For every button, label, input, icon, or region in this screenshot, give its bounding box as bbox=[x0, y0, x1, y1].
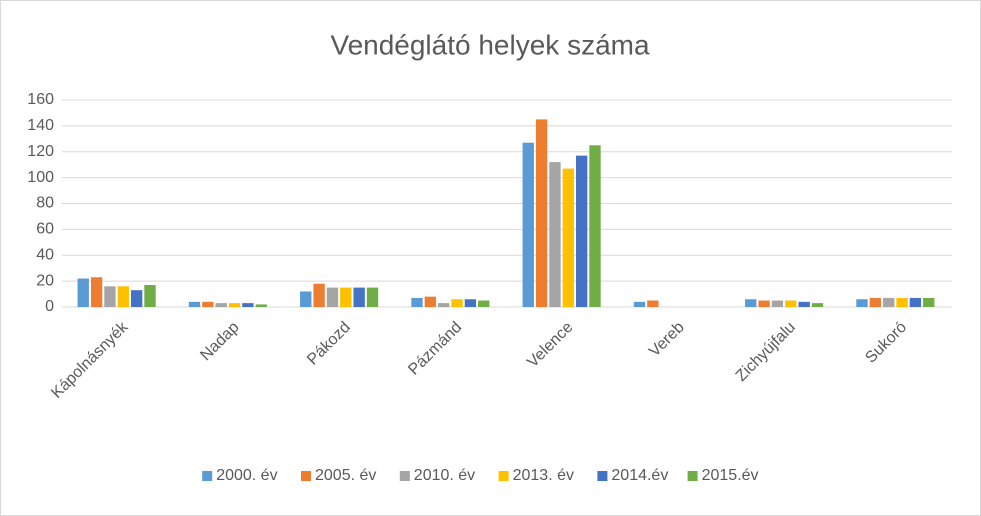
bar bbox=[464, 299, 477, 307]
legend-label: 2015.év bbox=[702, 467, 759, 484]
y-tick-label: 40 bbox=[36, 246, 54, 263]
y-tick-label: 80 bbox=[36, 195, 54, 212]
legend-label: 2013. év bbox=[513, 467, 574, 484]
bar bbox=[90, 277, 103, 307]
bar bbox=[478, 300, 490, 307]
bar bbox=[130, 290, 143, 307]
bar bbox=[228, 303, 241, 307]
bar bbox=[883, 297, 895, 307]
legend-swatch bbox=[687, 471, 698, 481]
bar bbox=[785, 300, 797, 307]
chart-title: Vendéglátó helyek száma bbox=[330, 29, 650, 60]
bar bbox=[745, 299, 757, 307]
legend-swatch bbox=[202, 471, 213, 481]
bar bbox=[522, 142, 534, 307]
bar bbox=[366, 287, 379, 307]
legend-swatch bbox=[597, 471, 608, 481]
y-tick-label: 100 bbox=[27, 169, 54, 186]
legend-label: 2010. év bbox=[414, 467, 475, 484]
bar bbox=[535, 119, 548, 307]
bar bbox=[202, 301, 214, 307]
legend-swatch bbox=[301, 471, 311, 481]
bar bbox=[424, 296, 437, 307]
bar bbox=[923, 297, 935, 307]
bar bbox=[856, 299, 868, 307]
bar bbox=[255, 304, 267, 307]
bar bbox=[633, 301, 646, 307]
bar bbox=[798, 301, 810, 307]
y-tick-label: 140 bbox=[27, 117, 54, 134]
bar bbox=[647, 300, 659, 307]
y-tick-label: 60 bbox=[36, 221, 54, 238]
bar bbox=[117, 286, 129, 307]
bar bbox=[896, 297, 908, 307]
bar bbox=[104, 286, 116, 307]
bar bbox=[188, 301, 201, 307]
y-tick-label: 120 bbox=[27, 143, 54, 160]
legend-swatch bbox=[399, 471, 410, 481]
bar bbox=[909, 297, 922, 307]
bar bbox=[771, 300, 784, 307]
bar bbox=[758, 300, 770, 307]
bar bbox=[811, 303, 824, 307]
bar bbox=[451, 299, 463, 307]
bar bbox=[438, 303, 450, 307]
bar bbox=[549, 162, 561, 307]
bar bbox=[411, 297, 423, 307]
bar bbox=[77, 278, 89, 307]
bar bbox=[353, 287, 365, 307]
bar bbox=[300, 291, 312, 307]
legend-label: 2000. év bbox=[216, 467, 277, 484]
y-tick-label: 160 bbox=[27, 91, 54, 108]
bar bbox=[562, 168, 574, 307]
bar bbox=[313, 283, 325, 307]
bar bbox=[340, 287, 352, 307]
bar bbox=[869, 297, 882, 307]
bar bbox=[589, 145, 601, 307]
y-tick-label: 0 bbox=[45, 298, 54, 315]
y-tick-label: 20 bbox=[36, 272, 54, 289]
legend-label: 2014.év bbox=[611, 467, 668, 484]
legend-label: 2005. év bbox=[315, 467, 376, 484]
bar bbox=[215, 303, 227, 307]
bar bbox=[144, 285, 156, 307]
bar bbox=[575, 155, 588, 307]
bar bbox=[326, 287, 339, 307]
legend-swatch bbox=[498, 471, 509, 481]
bar bbox=[242, 303, 254, 307]
